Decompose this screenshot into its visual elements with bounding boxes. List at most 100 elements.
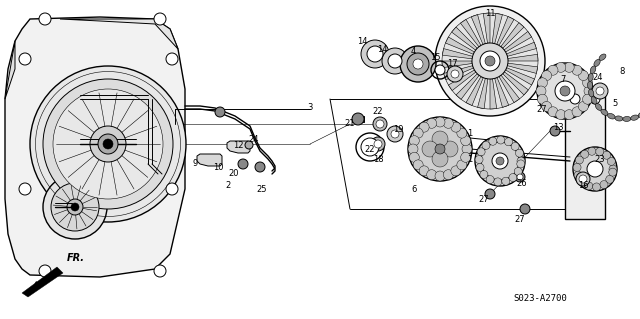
Circle shape bbox=[538, 94, 547, 104]
Circle shape bbox=[166, 183, 178, 195]
Polygon shape bbox=[449, 70, 476, 91]
Circle shape bbox=[588, 147, 596, 155]
Circle shape bbox=[520, 204, 530, 214]
Circle shape bbox=[511, 142, 519, 151]
Circle shape bbox=[43, 175, 107, 239]
Circle shape bbox=[413, 59, 423, 69]
Text: 3: 3 bbox=[307, 102, 313, 112]
Circle shape bbox=[517, 157, 525, 165]
Circle shape bbox=[451, 166, 461, 176]
Polygon shape bbox=[442, 61, 472, 68]
Polygon shape bbox=[22, 267, 63, 297]
Circle shape bbox=[609, 168, 617, 176]
Circle shape bbox=[593, 183, 600, 191]
Polygon shape bbox=[471, 15, 485, 44]
Polygon shape bbox=[499, 75, 520, 103]
Circle shape bbox=[603, 151, 611, 159]
Text: 7: 7 bbox=[560, 75, 566, 84]
Circle shape bbox=[410, 152, 419, 162]
Circle shape bbox=[451, 122, 461, 132]
Circle shape bbox=[373, 117, 387, 131]
Circle shape bbox=[607, 157, 615, 165]
Circle shape bbox=[444, 170, 453, 180]
Circle shape bbox=[574, 171, 582, 179]
Circle shape bbox=[51, 183, 99, 231]
Text: 18: 18 bbox=[372, 154, 383, 164]
Circle shape bbox=[457, 160, 467, 170]
Circle shape bbox=[435, 117, 445, 127]
Circle shape bbox=[442, 13, 538, 109]
Circle shape bbox=[53, 89, 163, 199]
Circle shape bbox=[596, 87, 604, 95]
Circle shape bbox=[548, 107, 558, 117]
Polygon shape bbox=[495, 78, 509, 108]
Circle shape bbox=[509, 174, 517, 182]
Circle shape bbox=[371, 137, 385, 151]
Text: 21: 21 bbox=[345, 120, 355, 129]
Polygon shape bbox=[442, 48, 472, 59]
Circle shape bbox=[482, 141, 490, 149]
Circle shape bbox=[419, 166, 429, 176]
Polygon shape bbox=[497, 17, 514, 45]
Ellipse shape bbox=[588, 81, 593, 89]
Text: 12: 12 bbox=[233, 140, 243, 150]
Circle shape bbox=[19, 183, 31, 195]
Circle shape bbox=[538, 78, 547, 88]
Polygon shape bbox=[506, 68, 534, 85]
Circle shape bbox=[382, 48, 408, 74]
Circle shape bbox=[400, 46, 436, 82]
Polygon shape bbox=[444, 66, 474, 80]
Circle shape bbox=[435, 144, 445, 154]
Circle shape bbox=[39, 265, 51, 277]
Circle shape bbox=[103, 139, 113, 149]
Circle shape bbox=[497, 136, 505, 144]
Text: 1: 1 bbox=[467, 154, 472, 164]
Ellipse shape bbox=[591, 97, 597, 104]
Polygon shape bbox=[504, 32, 532, 52]
Circle shape bbox=[415, 124, 465, 174]
Ellipse shape bbox=[595, 104, 602, 110]
Circle shape bbox=[447, 66, 463, 82]
Text: 20: 20 bbox=[228, 169, 239, 179]
Text: 15: 15 bbox=[429, 54, 440, 63]
Circle shape bbox=[444, 118, 453, 128]
Circle shape bbox=[361, 138, 379, 156]
Circle shape bbox=[430, 139, 450, 159]
Bar bbox=[565, 89, 605, 219]
Circle shape bbox=[496, 157, 504, 165]
Polygon shape bbox=[456, 74, 479, 99]
Text: 17: 17 bbox=[447, 58, 458, 68]
Circle shape bbox=[582, 94, 593, 104]
Ellipse shape bbox=[594, 59, 600, 66]
Circle shape bbox=[461, 152, 470, 162]
Circle shape bbox=[584, 86, 594, 96]
Polygon shape bbox=[483, 13, 490, 43]
Ellipse shape bbox=[599, 54, 606, 60]
Text: 11: 11 bbox=[484, 10, 495, 19]
Circle shape bbox=[255, 162, 265, 172]
Circle shape bbox=[580, 150, 589, 158]
Circle shape bbox=[154, 265, 166, 277]
Text: 27: 27 bbox=[537, 105, 547, 114]
Circle shape bbox=[422, 141, 438, 157]
Circle shape bbox=[515, 172, 525, 182]
Circle shape bbox=[435, 171, 445, 181]
Circle shape bbox=[475, 156, 483, 164]
Polygon shape bbox=[197, 154, 222, 166]
Text: 2: 2 bbox=[225, 182, 230, 190]
Polygon shape bbox=[227, 141, 250, 153]
Text: 5: 5 bbox=[612, 100, 618, 108]
Circle shape bbox=[582, 78, 593, 88]
Text: 16: 16 bbox=[578, 182, 588, 190]
Text: 27: 27 bbox=[479, 195, 490, 204]
Circle shape bbox=[480, 170, 488, 179]
Polygon shape bbox=[492, 13, 502, 44]
Polygon shape bbox=[503, 72, 529, 95]
Circle shape bbox=[457, 128, 467, 138]
Circle shape bbox=[408, 117, 472, 181]
Text: 26: 26 bbox=[516, 180, 527, 189]
Circle shape bbox=[166, 53, 178, 65]
Circle shape bbox=[374, 140, 382, 148]
Circle shape bbox=[605, 175, 614, 183]
Circle shape bbox=[560, 86, 570, 96]
